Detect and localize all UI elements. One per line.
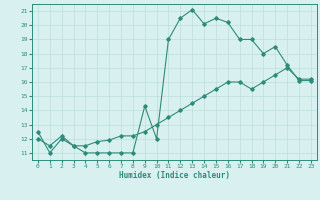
X-axis label: Humidex (Indice chaleur): Humidex (Indice chaleur) (119, 171, 230, 180)
